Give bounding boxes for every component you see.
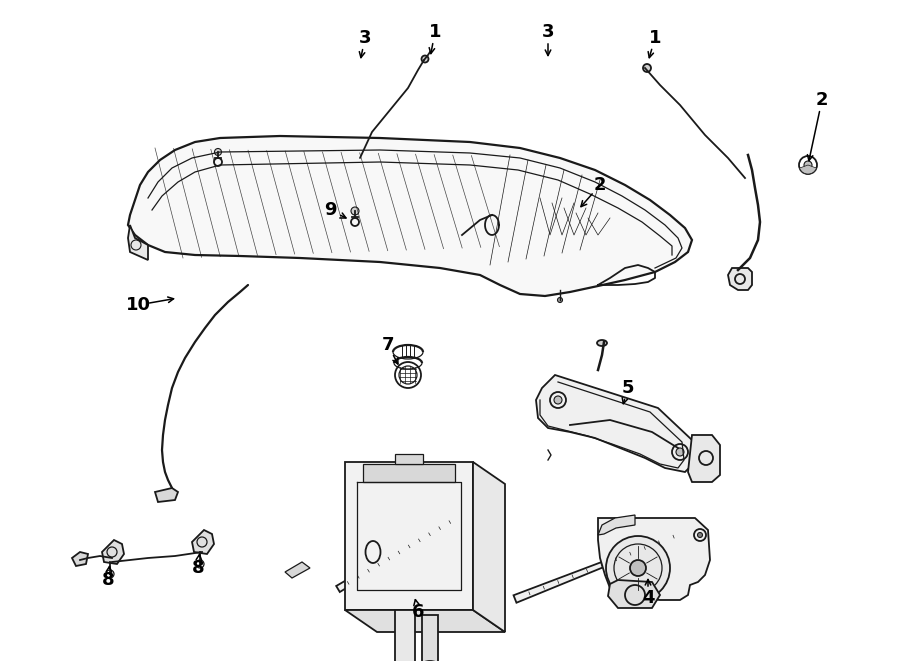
- Text: 1: 1: [428, 23, 441, 41]
- Text: 9: 9: [324, 201, 337, 219]
- Polygon shape: [128, 225, 148, 260]
- Polygon shape: [536, 375, 695, 472]
- Polygon shape: [345, 462, 473, 610]
- Circle shape: [489, 226, 495, 232]
- Text: 5: 5: [622, 379, 634, 397]
- Text: 3: 3: [542, 23, 554, 41]
- Circle shape: [606, 536, 670, 600]
- Circle shape: [491, 244, 499, 252]
- Polygon shape: [728, 268, 752, 290]
- Text: 4: 4: [642, 589, 654, 607]
- Ellipse shape: [597, 340, 607, 346]
- Text: 2: 2: [815, 91, 828, 109]
- Text: 8: 8: [192, 559, 204, 577]
- Polygon shape: [598, 515, 635, 535]
- Circle shape: [421, 56, 428, 63]
- Polygon shape: [102, 540, 124, 564]
- Bar: [395, 610, 415, 661]
- Circle shape: [643, 64, 651, 72]
- Polygon shape: [192, 530, 214, 554]
- Polygon shape: [337, 515, 461, 592]
- Polygon shape: [363, 464, 455, 482]
- Circle shape: [214, 149, 221, 155]
- Polygon shape: [473, 462, 505, 632]
- Circle shape: [351, 207, 359, 215]
- Wedge shape: [799, 165, 816, 174]
- Text: 10: 10: [125, 296, 150, 314]
- Polygon shape: [688, 435, 720, 482]
- Polygon shape: [598, 518, 710, 600]
- Polygon shape: [608, 580, 660, 608]
- Polygon shape: [155, 488, 178, 502]
- Circle shape: [698, 533, 703, 537]
- Circle shape: [804, 161, 812, 169]
- Polygon shape: [128, 136, 692, 296]
- Polygon shape: [72, 552, 88, 566]
- Circle shape: [554, 396, 562, 404]
- Text: 2: 2: [594, 176, 607, 194]
- Circle shape: [630, 560, 646, 576]
- Circle shape: [557, 297, 562, 303]
- Text: 6: 6: [412, 603, 424, 621]
- Text: 1: 1: [649, 29, 662, 47]
- Text: 7: 7: [382, 336, 394, 354]
- Polygon shape: [395, 454, 423, 464]
- Bar: [422, 615, 438, 661]
- Polygon shape: [345, 610, 505, 632]
- Polygon shape: [285, 562, 310, 578]
- Circle shape: [488, 217, 496, 225]
- Text: 8: 8: [102, 571, 114, 589]
- Circle shape: [676, 448, 684, 456]
- Text: 3: 3: [359, 29, 371, 47]
- Polygon shape: [514, 529, 688, 603]
